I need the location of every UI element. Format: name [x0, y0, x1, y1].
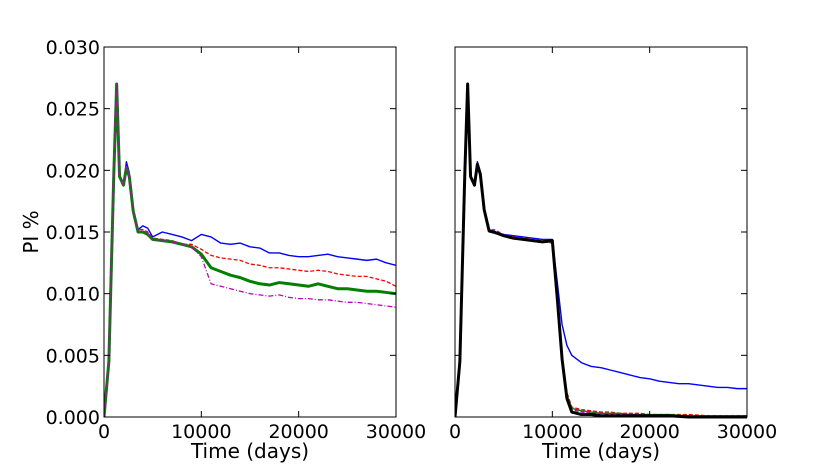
x-tick-label: 20000 [268, 421, 328, 443]
y-tick-label: 0.010 [46, 284, 100, 306]
x-tick-label: 30000 [366, 421, 426, 443]
series-line-5 [455, 82, 747, 419]
x-tick-label: 10000 [522, 421, 582, 443]
right-x-axis-label: Time (days) [541, 439, 660, 463]
x-tick-label: 30000 [717, 421, 777, 443]
right-series-group [455, 82, 747, 419]
right-ticks: 0 10000 20000 30000 [449, 46, 777, 443]
series-line-1 [104, 83, 396, 418]
right-panel: 0 10000 20000 30000 Time (days) [449, 46, 777, 463]
left-series-group [104, 82, 396, 418]
y-tick-label: 0.005 [46, 345, 100, 367]
x-tick-label: 10000 [171, 421, 231, 443]
x-tick-label: 20000 [619, 421, 679, 443]
left-panel: 0 10000 20000 30000 0.000 0.005 0.010 0.015 0.02… [19, 37, 426, 463]
y-tick-label: 0.020 [46, 160, 100, 182]
series-line-3 [104, 82, 396, 418]
y-tick-label: 0.000 [46, 407, 100, 429]
y-tick-label: 0.015 [46, 222, 100, 244]
left-ticks: 0 10000 20000 30000 0.000 0.005 0.010 0.015 0.02… [46, 37, 427, 443]
left-x-axis-label: Time (days) [190, 439, 309, 463]
x-tick-label: 0 [98, 421, 110, 443]
y-tick-label: 0.025 [46, 99, 100, 121]
left-y-axis-label: PI % [19, 210, 43, 253]
x-tick-label: 0 [449, 421, 461, 443]
y-tick-label: 0.030 [46, 37, 100, 59]
